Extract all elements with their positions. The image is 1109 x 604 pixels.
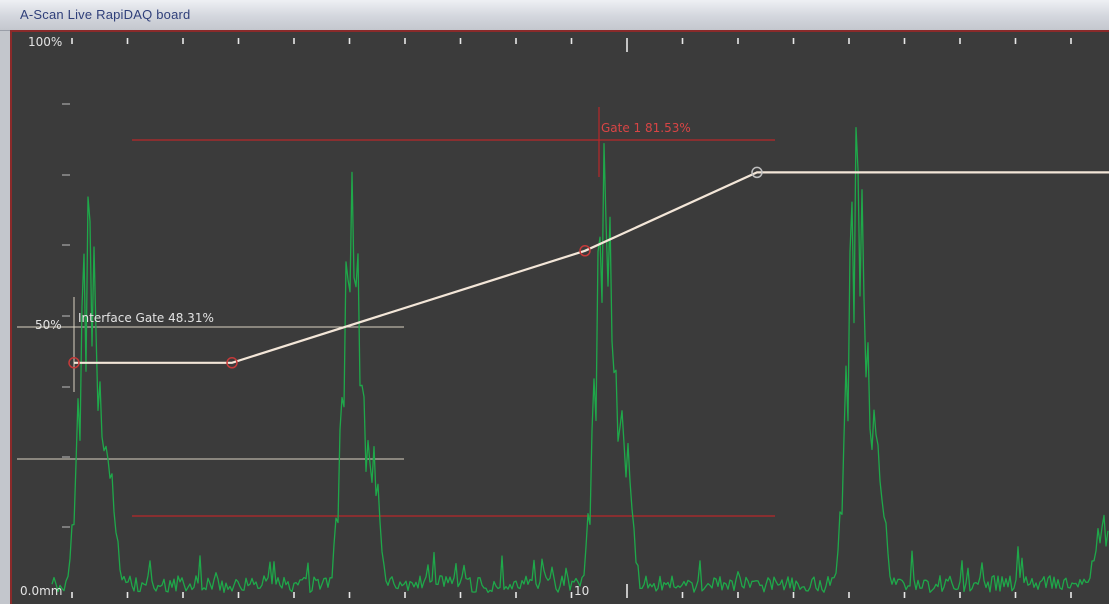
interface-gate-label: Interface Gate 48.31% [78,311,214,325]
dac-curve[interactable] [74,171,1109,364]
dac-point[interactable] [68,357,80,369]
dac-point[interactable] [751,166,763,179]
y-top-label: 100% [28,35,62,49]
ascan-plot-svg[interactable]: 100% 50% 0.0mm 10 Interface Gate 48.31% … [12,32,1109,604]
dac-point[interactable] [579,245,591,257]
x-origin-label: 0.0mm [20,584,62,598]
title-bar[interactable]: A-Scan Live RapiDAQ board [0,0,1109,31]
ascan-signal-trace [51,127,1109,594]
y-mid-label: 50% [35,318,62,332]
tick-marks [62,38,1072,598]
dac-point[interactable] [226,357,238,369]
x-mid-label: 10 [574,584,589,598]
window-title: A-Scan Live RapiDAQ board [20,7,191,22]
dac-points[interactable] [68,166,763,369]
ascan-plot[interactable]: 100% 50% 0.0mm 10 Interface Gate 48.31% … [10,30,1109,604]
gate1-label: Gate 1 81.53% [601,121,691,135]
